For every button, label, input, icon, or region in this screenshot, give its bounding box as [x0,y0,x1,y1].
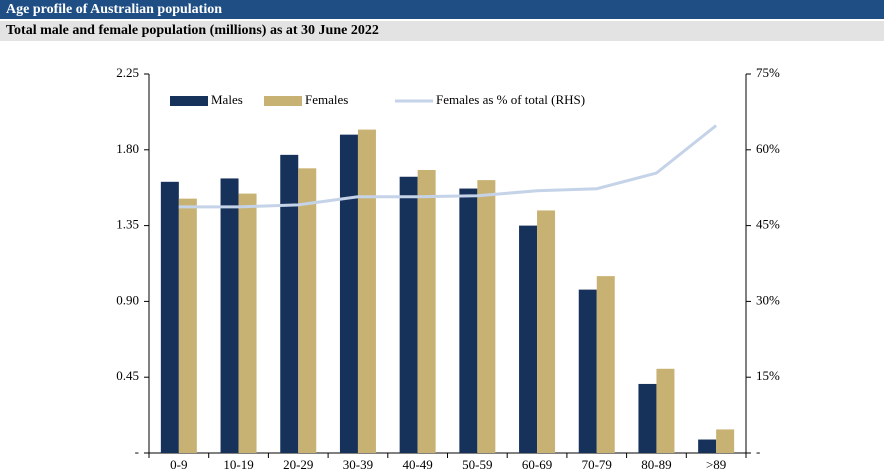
x-tick-label: >89 [706,457,726,472]
x-tick-label: 0-9 [170,457,187,472]
x-tick-label: 60-69 [522,457,552,472]
y2-tick-label: 75% [756,65,780,80]
subtitle-bar [0,21,884,41]
y2-tick-label: 60% [756,141,780,156]
bar [417,170,436,453]
bar [698,439,717,453]
bar [459,188,478,453]
bar [339,134,358,453]
bar [656,368,675,453]
legend-label: Females [305,92,348,107]
x-tick-label: 20-29 [283,457,313,472]
bar [178,198,197,453]
bar [220,178,239,454]
bar [638,383,657,453]
y2-tick-label: 30% [756,292,780,307]
x-tick-label: 70-79 [582,457,612,472]
y-tick-label: 0.45 [116,368,139,383]
chart-subtitle: Total male and female population (millio… [6,23,379,38]
y-tick-label: - [135,444,139,459]
y-tick-label: 1.80 [116,141,139,156]
bar [280,154,299,453]
x-tick-label: 30-39 [343,457,373,472]
bar [716,429,735,453]
x-tick-label: 40-49 [402,457,432,472]
bar [160,181,179,453]
x-tick-label: 10-19 [223,457,253,472]
legend-label: Males [211,92,243,107]
title-bar [0,0,884,19]
line-series [178,124,718,209]
bar [537,210,556,453]
bar [357,129,376,453]
y-tick-label: 0.90 [116,292,139,307]
bar [298,168,317,453]
legend-label: Females as % of total (RHS) [436,92,585,107]
x-tick-label: 80-89 [641,457,671,472]
legend-swatch [170,96,208,106]
bar [519,225,538,453]
y-tick-label: 1.35 [116,217,139,232]
bar [238,193,257,453]
x-tick-label: 50-59 [462,457,492,472]
y2-tick-label: 15% [756,368,780,383]
y-tick-label: 2.25 [116,65,139,80]
bar [477,180,496,453]
bar [399,176,418,454]
bar [596,276,615,453]
chart-title: Age profile of Australian population [6,2,222,17]
bar [578,289,597,453]
legend-swatch [264,96,302,106]
y2-tick-label: 45% [756,217,780,232]
y2-tick-label: - [756,444,760,459]
